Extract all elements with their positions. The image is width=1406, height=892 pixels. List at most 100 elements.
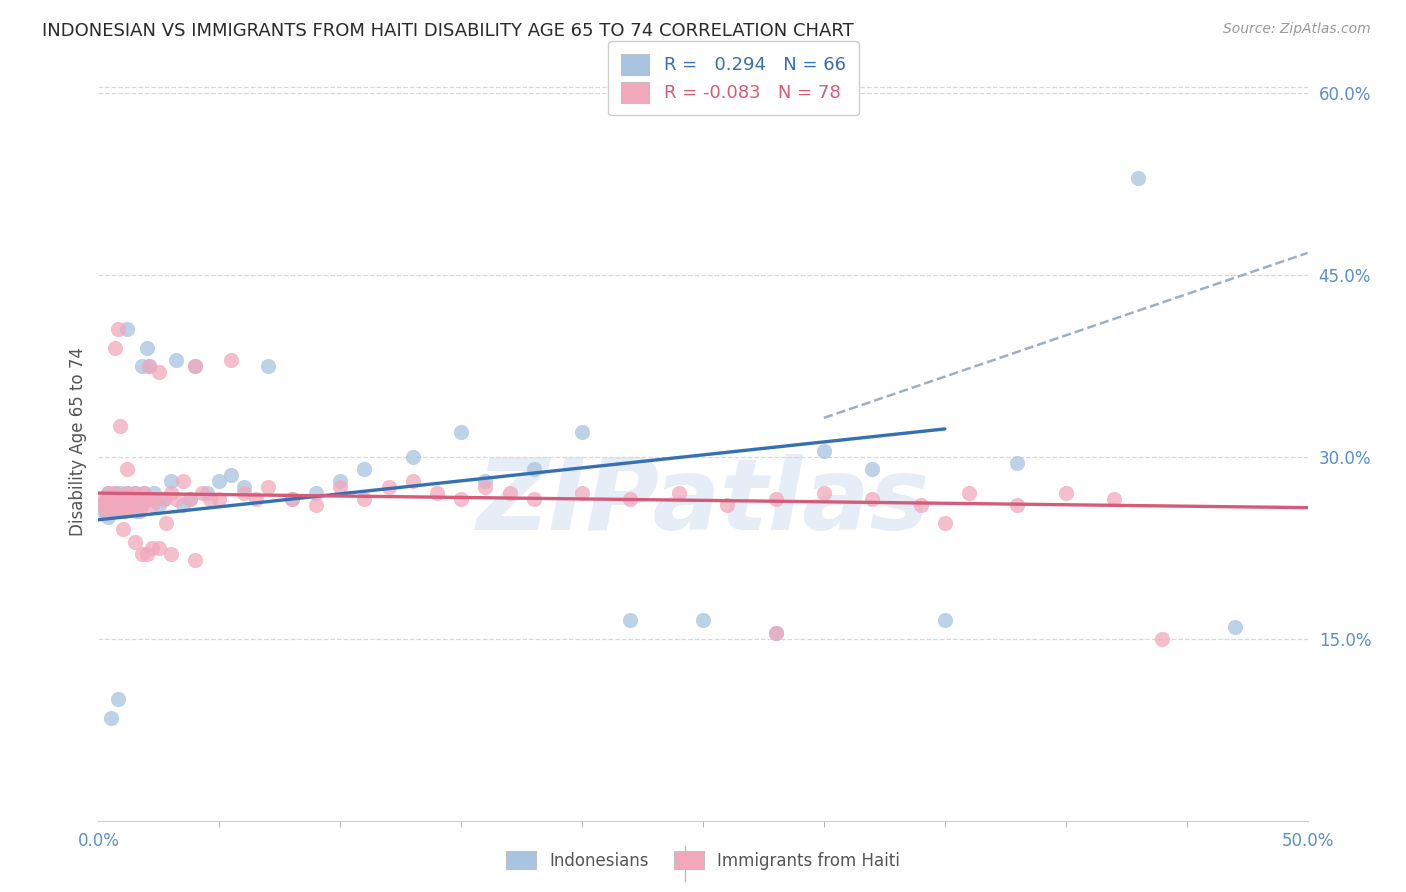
Point: [135, 341, 157, 355]
Point: [474, 480, 496, 494]
Point: [160, 486, 183, 500]
Point: [152, 492, 174, 507]
Point: [91, 498, 114, 512]
Point: [118, 492, 141, 507]
Point: [121, 498, 143, 512]
Point: [172, 474, 194, 488]
Point: [245, 492, 267, 507]
Legend: Indonesians, Immigrants from Haiti: Indonesians, Immigrants from Haiti: [499, 845, 907, 877]
Point: [155, 516, 177, 531]
Point: [131, 498, 153, 512]
Point: [131, 359, 153, 373]
Point: [100, 492, 122, 507]
Point: [934, 614, 956, 628]
Point: [117, 462, 139, 476]
Point: [450, 425, 472, 440]
Point: [160, 474, 183, 488]
Point: [305, 486, 328, 500]
Point: [813, 486, 835, 500]
Point: [765, 492, 787, 507]
Point: [498, 486, 520, 500]
Point: [108, 419, 131, 434]
Point: [1152, 632, 1174, 646]
Point: [143, 492, 166, 507]
Point: [143, 486, 166, 500]
Point: [523, 492, 546, 507]
Point: [1007, 456, 1029, 470]
Point: [619, 492, 641, 507]
Point: [108, 486, 131, 500]
Point: [94, 492, 117, 507]
Point: [668, 486, 690, 500]
Point: [692, 614, 714, 628]
Y-axis label: Disability Age 65 to 74: Disability Age 65 to 74: [69, 347, 87, 536]
Point: [281, 492, 304, 507]
Point: [910, 498, 932, 512]
Point: [128, 504, 150, 518]
Point: [571, 425, 593, 440]
Point: [127, 504, 149, 518]
Point: [111, 523, 134, 537]
Point: [138, 359, 160, 373]
Point: [138, 359, 160, 373]
Point: [97, 486, 120, 500]
Point: [91, 504, 114, 518]
Point: [1223, 619, 1246, 633]
Point: [179, 492, 201, 507]
Point: [165, 492, 187, 507]
Point: [97, 486, 120, 500]
Point: [114, 498, 136, 512]
Point: [107, 504, 129, 518]
Point: [208, 474, 231, 488]
Point: [117, 486, 139, 500]
Point: [90, 492, 112, 507]
Point: [127, 492, 149, 507]
Point: [184, 553, 207, 567]
Point: [104, 486, 127, 500]
Point: [107, 492, 129, 507]
Point: [124, 486, 146, 500]
Point: [1102, 492, 1125, 507]
Point: [121, 498, 143, 512]
Point: [101, 498, 124, 512]
Point: [90, 498, 112, 512]
Point: [117, 322, 139, 336]
Point: [100, 498, 122, 512]
Point: [101, 492, 124, 507]
Point: [450, 492, 472, 507]
Point: [165, 352, 187, 367]
Point: [118, 498, 141, 512]
Point: [135, 492, 157, 507]
Point: [101, 504, 124, 518]
Point: [716, 498, 738, 512]
Point: [100, 492, 122, 507]
Point: [934, 516, 956, 531]
Point: [135, 492, 157, 507]
Point: [100, 710, 122, 724]
Point: [111, 492, 134, 507]
Point: [172, 498, 194, 512]
Point: [160, 547, 183, 561]
Point: [765, 625, 787, 640]
Point: [232, 480, 254, 494]
Point: [118, 492, 141, 507]
Text: INDONESIAN VS IMMIGRANTS FROM HAITI DISABILITY AGE 65 TO 74 CORRELATION CHART: INDONESIAN VS IMMIGRANTS FROM HAITI DISA…: [42, 22, 853, 40]
Point: [377, 480, 399, 494]
Point: [353, 462, 375, 476]
Point: [107, 322, 129, 336]
Point: [523, 462, 546, 476]
Point: [329, 480, 352, 494]
Text: Source: ZipAtlas.com: Source: ZipAtlas.com: [1223, 22, 1371, 37]
Point: [111, 498, 134, 512]
Point: [860, 462, 883, 476]
Point: [117, 486, 139, 500]
Point: [104, 486, 127, 500]
Point: [111, 504, 134, 518]
Point: [104, 498, 127, 512]
Point: [402, 474, 425, 488]
Point: [1054, 486, 1077, 500]
Point: [121, 498, 143, 512]
Point: [107, 504, 129, 518]
Point: [198, 492, 221, 507]
Point: [141, 541, 163, 555]
